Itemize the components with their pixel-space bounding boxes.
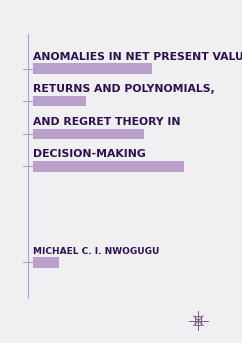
Bar	[33, 257, 59, 268]
Bar	[33, 129, 144, 139]
Text: ANOMALIES IN NET PRESENT VALUE,: ANOMALIES IN NET PRESENT VALUE,	[33, 52, 242, 62]
Text: AND REGRET THEORY IN: AND REGRET THEORY IN	[33, 117, 180, 127]
Bar	[33, 161, 184, 172]
Text: RETURNS AND POLYNOMIALS,: RETURNS AND POLYNOMIALS,	[33, 84, 214, 94]
Bar	[33, 63, 152, 74]
Bar	[33, 96, 86, 106]
Text: MICHAEL C. I. NWOGUGU: MICHAEL C. I. NWOGUGU	[33, 247, 159, 256]
Bar	[196, 316, 201, 325]
Text: DECISION-MAKING: DECISION-MAKING	[33, 150, 145, 159]
